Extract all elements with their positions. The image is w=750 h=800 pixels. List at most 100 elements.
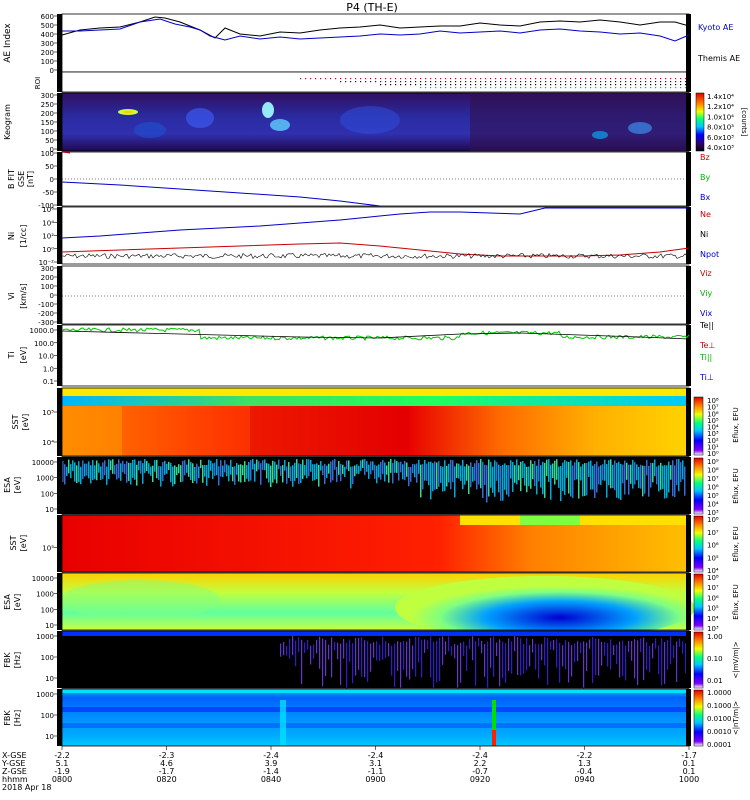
roi-dot [565,81,567,83]
roi-dot [460,78,462,80]
esa-e-streak [290,466,292,482]
roi-dot [480,81,482,83]
esa-e-streak [358,465,360,474]
roi-dot [600,84,602,86]
esa-e-streak [630,464,632,484]
roi-dot [400,81,402,83]
esa-e-streak [422,464,424,490]
esa-e-streak [606,464,608,498]
roi-dot [685,81,687,83]
fbk-e-streak [334,642,336,651]
y-tick-label: 0 [50,176,54,184]
y-tick-label: 500 [41,22,54,30]
esa-e-streak [418,459,420,474]
y-tick-label: 10 [45,733,54,741]
roi-dot [415,81,417,83]
esa-e-streak [260,463,262,485]
fbk-e-streak [589,639,591,649]
roi-dot [340,81,342,83]
esa-e-streak [250,460,252,481]
esa-e-streak [558,466,560,488]
esa-e-streak [96,460,98,481]
esa-e-streak [308,459,310,477]
fbk-e-streak [439,637,441,682]
y-tick-label: 300 [41,40,54,48]
roi-dot [390,84,392,86]
esa-e-streak [444,460,446,491]
roi-dot [500,81,502,83]
roi-dot [670,78,672,80]
fbk-e-streak [358,637,360,670]
roi-dot [340,78,342,80]
fbk-e-streak [412,645,414,670]
esa-e-streak [612,464,614,489]
roi-dot [670,87,672,89]
esa-e-streak [672,460,674,497]
fbk-e-streak [340,643,342,686]
roi-dot [575,84,577,86]
roi-dot [590,78,592,80]
roi-dot [620,81,622,83]
roi-dot [510,78,512,80]
fbk-e-streak [523,643,525,674]
x-tick-label: 5.1 [56,759,69,768]
roi-dot [345,81,347,83]
fbk-b-colorbar [693,689,704,747]
esa-e-streak [94,465,96,480]
roi-dot [585,78,587,80]
y-tick-label: 10 [45,622,54,630]
esa-e-streak [586,463,588,496]
colorbar-tick-label: 0.0001 [707,741,732,749]
x-row-label-y: Y-GSE [1,759,25,768]
esa-e-streak [214,462,216,476]
esa-e-streak [580,466,582,481]
esa-e-streak [392,463,394,484]
esa-e-streak [480,459,482,489]
esa-e-streak [342,464,344,474]
esa-e-streak [114,465,116,475]
x-row-label-x: X-GSE [2,751,27,760]
roi-dot [385,78,387,80]
roi-dot [620,87,622,89]
y-tick-label: 50 [45,163,54,171]
esa-e-streak [378,464,380,478]
esa-e-streak [646,460,648,476]
roi-dot [560,84,562,86]
fbk-e-streak [397,641,399,671]
roi-dot [590,84,592,86]
esa-e-streak [560,465,562,502]
roi-dot [685,87,687,89]
x-tick-label: 0.1 [683,767,696,776]
roi-dot [510,84,512,86]
esa-e-streak [64,464,66,485]
colorbar-tick-label: 1.0x10⁴ [707,113,734,121]
esa-e-streak [184,460,186,476]
fbk-e-streak [448,636,450,652]
esa-e-streak [450,459,452,490]
roi-dot [520,78,522,80]
roi-dot [335,78,337,80]
roi-dot [520,87,522,89]
roi-dot [640,78,642,80]
esa-e-streak [122,460,124,473]
bz-line [61,151,71,154]
fbk-e-streak [613,645,615,656]
roi-dot [455,81,457,83]
esa-e-streak [402,464,404,480]
sst-ion-colorbar [693,515,704,573]
sst-i-ylabel-2: [eV] [19,535,28,552]
roi-dot [360,81,362,83]
esa-e-streak [578,462,580,499]
roi-dot [650,84,652,86]
roi-dot [560,78,562,80]
esa-e-streak [144,459,146,473]
esa-e-streak [136,464,138,486]
fbk-e-streak [601,641,603,666]
roi-dot [515,81,517,83]
esa-e-streak [256,459,258,472]
roi-dot [425,87,427,89]
roi-dot [510,81,512,83]
